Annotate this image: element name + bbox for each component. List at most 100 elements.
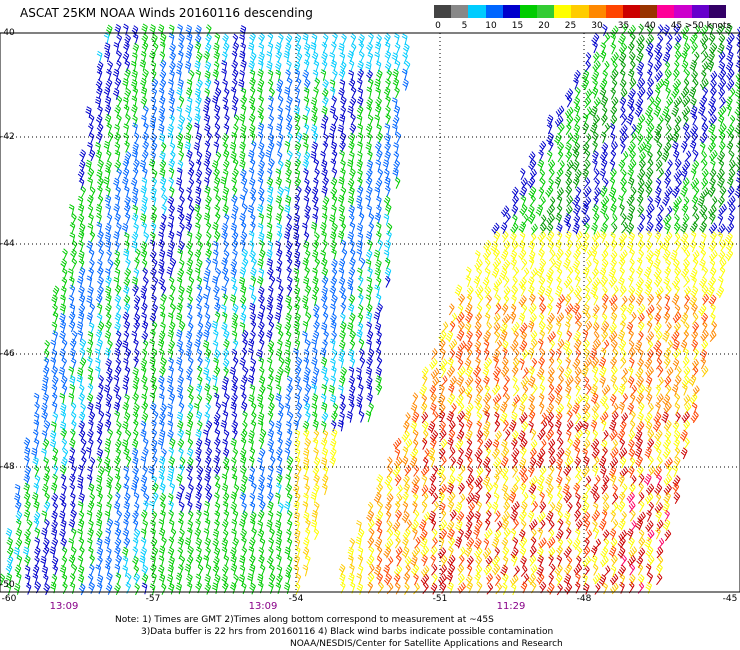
wind-barb bbox=[15, 572, 22, 585]
wind-barb bbox=[457, 358, 464, 371]
wind-barb bbox=[231, 105, 238, 117]
wind-barb bbox=[519, 168, 526, 181]
wind-barb bbox=[394, 447, 401, 460]
wind-barb bbox=[159, 159, 167, 172]
legend-swatch bbox=[485, 5, 504, 18]
wind-barb bbox=[403, 43, 410, 56]
wind-barb bbox=[168, 392, 176, 405]
wind-barb bbox=[178, 447, 184, 460]
wind-barb bbox=[653, 96, 662, 109]
wind-barb bbox=[188, 69, 195, 82]
wind-barb bbox=[709, 133, 717, 146]
wind-barb bbox=[178, 150, 185, 163]
wind-barb bbox=[653, 439, 662, 452]
wind-barb bbox=[548, 383, 555, 396]
wind-barb bbox=[196, 394, 203, 407]
wind-barb bbox=[330, 59, 337, 72]
wind-barb bbox=[477, 293, 484, 306]
wind-barb bbox=[716, 168, 725, 181]
wind-barb bbox=[718, 141, 726, 153]
wind-barb bbox=[185, 122, 193, 135]
wind-barb bbox=[392, 167, 399, 180]
wind-barb bbox=[384, 240, 391, 252]
wind-barb bbox=[186, 303, 193, 316]
wind-barb bbox=[185, 50, 192, 63]
wind-barb bbox=[618, 42, 628, 55]
wind-barb bbox=[96, 392, 103, 405]
wind-barb bbox=[565, 393, 572, 406]
wind-barb bbox=[683, 78, 690, 91]
wind-barb bbox=[726, 50, 734, 63]
wind-barb bbox=[49, 439, 57, 451]
wind-barb bbox=[321, 88, 329, 101]
wind-barb bbox=[293, 500, 300, 513]
wind-barb bbox=[103, 176, 110, 189]
wind-barb bbox=[268, 158, 275, 171]
wind-barb bbox=[125, 113, 131, 126]
wind-barb bbox=[150, 141, 158, 154]
wind-barb bbox=[709, 149, 718, 162]
wind-barb bbox=[628, 285, 636, 298]
wind-barb bbox=[725, 79, 735, 91]
wind-barb bbox=[600, 466, 607, 479]
wind-barb bbox=[726, 124, 735, 137]
wind-barb bbox=[159, 151, 166, 163]
wind-barb bbox=[303, 78, 311, 91]
legend-label: 45 bbox=[670, 21, 683, 31]
wind-barb bbox=[609, 132, 616, 145]
wind-barb bbox=[142, 122, 149, 135]
wind-barb bbox=[301, 132, 309, 145]
wind-barb bbox=[249, 582, 256, 595]
wind-barb bbox=[232, 428, 238, 441]
wind-barb bbox=[626, 113, 634, 126]
wind-barb bbox=[590, 484, 599, 497]
wind-barb bbox=[347, 159, 354, 171]
wind-barb bbox=[212, 285, 220, 298]
wind-barb bbox=[599, 78, 608, 91]
wind-barb bbox=[495, 520, 503, 533]
wind-barb bbox=[106, 24, 113, 37]
wind-barb bbox=[348, 132, 356, 145]
wind-barb bbox=[79, 149, 86, 162]
wind-barb bbox=[610, 203, 617, 216]
wind-barb bbox=[231, 320, 238, 333]
wind-barb bbox=[257, 482, 265, 495]
wind-barb bbox=[618, 339, 627, 352]
wind-barb bbox=[294, 141, 302, 154]
wind-barb bbox=[562, 340, 571, 352]
wind-barb bbox=[421, 437, 428, 450]
wind-barb bbox=[664, 69, 672, 82]
wind-barb bbox=[726, 141, 734, 154]
wind-barb bbox=[718, 33, 726, 46]
wind-barb bbox=[672, 149, 680, 162]
wind-barb bbox=[546, 122, 553, 135]
wind-barb bbox=[527, 375, 536, 388]
wind-barb bbox=[592, 519, 598, 532]
wind-barb bbox=[24, 455, 30, 468]
wind-barb bbox=[239, 266, 247, 279]
wind-barb bbox=[617, 546, 626, 559]
wind-barb bbox=[274, 492, 281, 505]
wind-barb bbox=[69, 303, 76, 316]
wind-barb bbox=[248, 42, 255, 55]
wind-barb bbox=[565, 176, 573, 189]
wind-barb bbox=[627, 41, 635, 54]
wind-barb bbox=[486, 583, 494, 595]
wind-barb bbox=[122, 158, 130, 171]
wind-barb bbox=[709, 330, 717, 343]
wind-barb bbox=[204, 123, 211, 136]
wind-barb bbox=[374, 104, 382, 117]
wind-barb bbox=[620, 169, 627, 182]
wind-barb bbox=[303, 87, 310, 99]
wind-barb bbox=[538, 537, 547, 549]
wind-barb bbox=[572, 141, 581, 154]
wind-barb bbox=[653, 43, 662, 56]
wind-barb bbox=[403, 482, 410, 495]
wind-barb bbox=[681, 383, 688, 396]
wind-barb bbox=[557, 437, 564, 450]
wind-barb bbox=[692, 149, 699, 162]
wind-barb bbox=[331, 167, 338, 180]
wind-barb bbox=[374, 212, 381, 225]
wind-barb bbox=[194, 113, 201, 126]
wind-barb bbox=[603, 565, 611, 577]
